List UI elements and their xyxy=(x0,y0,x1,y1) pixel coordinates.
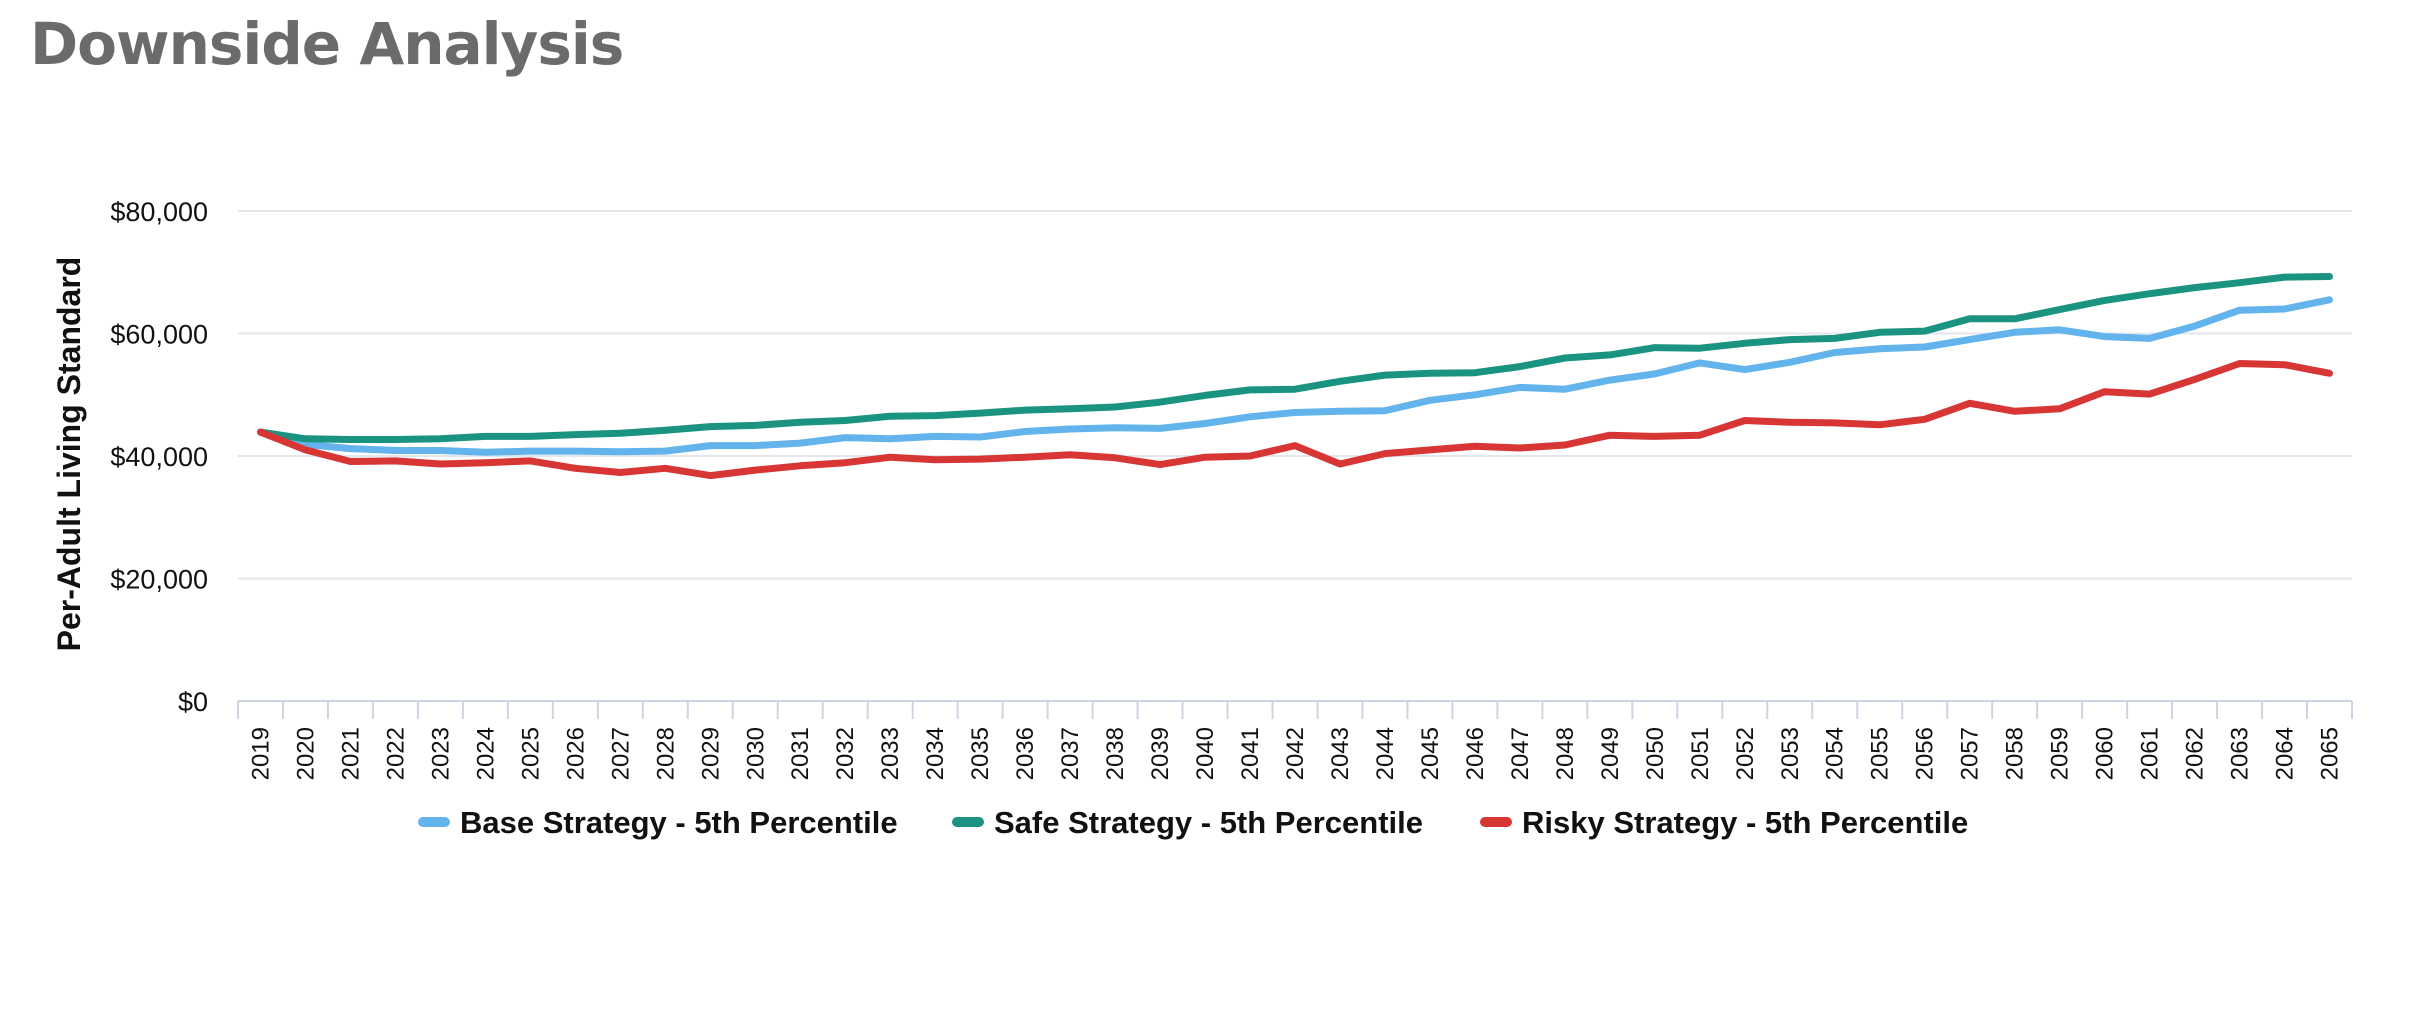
x-tick-label: 2030 xyxy=(742,727,769,780)
series-line-2 xyxy=(257,273,2333,443)
x-tick-label: 2040 xyxy=(1192,727,1219,780)
legend-label: Risky Strategy - 5th Percentile xyxy=(1522,805,1968,840)
x-tick-label: 2043 xyxy=(1327,727,1354,780)
x-tick-label: 2027 xyxy=(607,727,634,780)
y-axis-tick-labels: $0 $20,000 $40,000 $60,000 $80,000 xyxy=(110,197,208,717)
x-tick-label: 2022 xyxy=(382,727,409,780)
x-tick-label: 2047 xyxy=(1507,727,1534,780)
x-tick-label: 2025 xyxy=(517,727,544,780)
grid-lines xyxy=(238,210,2352,580)
x-tick-label: 2021 xyxy=(337,727,364,780)
y-tick-label: $80,000 xyxy=(110,197,208,227)
legend-swatch xyxy=(418,817,450,827)
x-tick-label: 2050 xyxy=(1642,727,1669,780)
x-tick-label: 2052 xyxy=(1732,727,1759,780)
x-tick-label: 2024 xyxy=(472,727,499,780)
x-tick-label: 2064 xyxy=(2272,727,2299,780)
x-tick-label: 2034 xyxy=(922,727,949,780)
y-axis-label: Per-Adult Living Standard xyxy=(51,257,87,652)
x-tick-label: 2026 xyxy=(562,727,589,780)
series-lines xyxy=(257,273,2333,480)
page-title: Downside Analysis xyxy=(30,10,624,78)
x-tick-label: 2056 xyxy=(1912,727,1939,780)
x-tick-label: 2029 xyxy=(697,727,724,780)
x-tick-label: 2063 xyxy=(2227,727,2254,780)
x-tick-label: 2019 xyxy=(247,727,274,780)
x-tick-label: 2049 xyxy=(1597,727,1624,780)
x-tick-label: 2035 xyxy=(967,727,994,780)
x-tick-label: 2046 xyxy=(1462,727,1489,780)
y-tick-label: $0 xyxy=(178,687,208,717)
x-tick-label: 2062 xyxy=(2182,727,2209,780)
legend: Base Strategy - 5th Percentile Safe Strat… xyxy=(418,805,1968,840)
x-tick-label: 2045 xyxy=(1417,727,1444,780)
x-tick-label: 2031 xyxy=(787,727,814,780)
legend-label: Base Strategy - 5th Percentile xyxy=(460,805,898,840)
x-tick-label: 2036 xyxy=(1012,727,1039,780)
x-tick-label: 2061 xyxy=(2137,727,2164,780)
x-tick-label: 2023 xyxy=(427,727,454,780)
legend-item[interactable]: Risky Strategy - 5th Percentile xyxy=(1480,805,1968,840)
legend-swatch xyxy=(1480,817,1512,827)
x-tick-label: 2044 xyxy=(1372,727,1399,780)
x-tick-label: 2051 xyxy=(1687,727,1714,780)
x-axis xyxy=(237,700,2353,719)
x-tick-label: 2060 xyxy=(2092,727,2119,780)
x-tick-label: 2038 xyxy=(1102,727,1129,780)
y-tick-label: $20,000 xyxy=(110,565,208,595)
x-tick-label: 2039 xyxy=(1147,727,1174,780)
x-tick-label: 2037 xyxy=(1057,727,1084,780)
x-tick-label: 2055 xyxy=(1867,727,1894,780)
x-tick-label: 2059 xyxy=(2047,727,2074,780)
legend-item[interactable]: Base Strategy - 5th Percentile xyxy=(418,805,898,840)
x-tick-label: 2057 xyxy=(1957,727,1984,780)
x-tick-label: 2053 xyxy=(1777,727,1804,780)
legend-swatch xyxy=(952,817,984,827)
x-tick-label: 2041 xyxy=(1237,727,1264,780)
x-tick-label: 2028 xyxy=(652,727,679,780)
x-tick-label: 2020 xyxy=(292,727,319,780)
x-tick-label: 2058 xyxy=(2002,727,2029,780)
x-axis-tick-labels: 2019 2020 2021 2022 2023 2024 2025 2026 2027 2028… xyxy=(247,727,2343,780)
series-line-3 xyxy=(257,360,2333,480)
legend-label: Safe Strategy - 5th Percentile xyxy=(994,805,1423,840)
y-tick-label: $60,000 xyxy=(110,320,208,350)
series-line-1 xyxy=(257,296,2333,456)
x-tick-label: 2054 xyxy=(1822,727,1849,780)
x-tick-label: 2065 xyxy=(2317,727,2344,780)
x-tick-label: 2032 xyxy=(832,727,859,780)
legend-item[interactable]: Safe Strategy - 5th Percentile xyxy=(952,805,1423,840)
x-tick-label: 2033 xyxy=(877,727,904,780)
x-tick-label: 2048 xyxy=(1552,727,1579,780)
x-tick-label: 2042 xyxy=(1282,727,1309,780)
y-tick-label: $40,000 xyxy=(110,442,208,472)
